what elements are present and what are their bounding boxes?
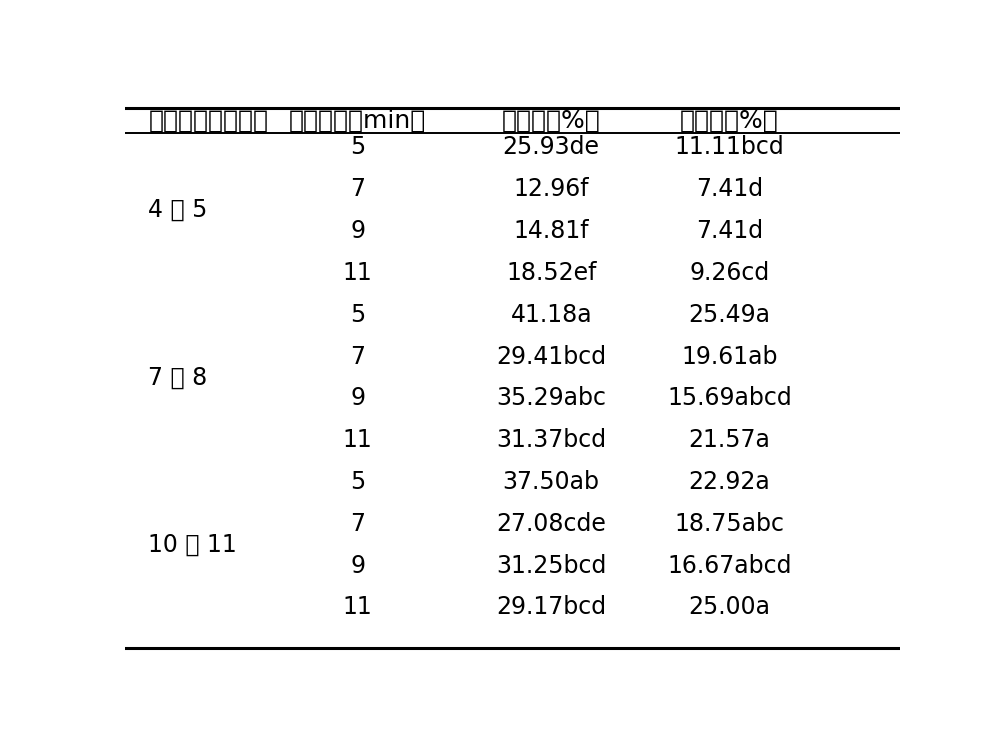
Text: 15.69abcd: 15.69abcd <box>667 386 792 410</box>
Text: 27.08cde: 27.08cde <box>496 512 606 536</box>
Text: 7.41d: 7.41d <box>696 177 763 201</box>
Text: 处理时间（min）: 处理时间（min） <box>289 109 426 133</box>
Text: 35.29abc: 35.29abc <box>496 386 606 410</box>
Text: 9: 9 <box>350 553 365 578</box>
Text: 29.17bcd: 29.17bcd <box>496 595 606 619</box>
Text: 19.61ab: 19.61ab <box>681 344 778 368</box>
Text: 5: 5 <box>350 302 365 327</box>
Text: 37.50ab: 37.50ab <box>503 470 600 494</box>
Text: 污染率（%）: 污染率（%） <box>502 109 601 133</box>
Text: 31.25bcd: 31.25bcd <box>496 553 606 578</box>
Text: 死亡率（%）: 死亡率（%） <box>680 109 779 133</box>
Text: 9.26cd: 9.26cd <box>689 261 770 285</box>
Text: 10 ～ 11: 10 ～ 11 <box>148 533 237 557</box>
Text: 41.18a: 41.18a <box>510 302 592 327</box>
Text: 16.67abcd: 16.67abcd <box>667 553 792 578</box>
Text: 18.75abc: 18.75abc <box>674 512 784 536</box>
Text: 7 ～ 8: 7 ～ 8 <box>148 366 208 390</box>
Text: 25.00a: 25.00a <box>688 595 770 619</box>
Text: 21.57a: 21.57a <box>689 428 770 452</box>
Text: 14.81f: 14.81f <box>513 219 589 243</box>
Text: 11.11bcd: 11.11bcd <box>675 136 784 159</box>
Text: 22.92a: 22.92a <box>689 470 770 494</box>
Text: 7: 7 <box>350 344 365 368</box>
Text: 4 ～ 5: 4 ～ 5 <box>148 198 208 222</box>
Text: 9: 9 <box>350 219 365 243</box>
Text: 11: 11 <box>343 428 372 452</box>
Text: 5: 5 <box>350 470 365 494</box>
Text: 12.96f: 12.96f <box>513 177 589 201</box>
Text: 31.37bcd: 31.37bcd <box>496 428 606 452</box>
Text: 25.49a: 25.49a <box>688 302 770 327</box>
Text: 5: 5 <box>350 136 365 159</box>
Text: 29.41bcd: 29.41bcd <box>496 344 606 368</box>
Text: 11: 11 <box>343 261 372 285</box>
Text: 7: 7 <box>350 512 365 536</box>
Text: 取样时间（月份）: 取样时间（月份） <box>148 109 268 133</box>
Text: 9: 9 <box>350 386 365 410</box>
Text: 7.41d: 7.41d <box>696 219 763 243</box>
Text: 25.93de: 25.93de <box>503 136 600 159</box>
Text: 7: 7 <box>350 177 365 201</box>
Text: 11: 11 <box>343 595 372 619</box>
Text: 18.52ef: 18.52ef <box>506 261 596 285</box>
